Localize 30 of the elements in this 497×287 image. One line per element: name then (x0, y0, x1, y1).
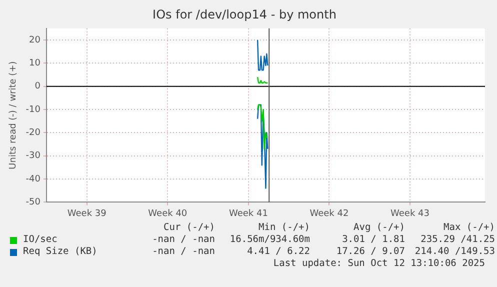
text: 3.01 / 1.81 (341, 234, 405, 246)
text: 214.40 /149.53 (414, 246, 495, 258)
text: Min (-/+) (258, 222, 310, 234)
text: Last update: Sun Oct 12 13:10:06 2025 (272, 258, 486, 270)
y-tick-label: -40 (26, 174, 41, 184)
y-tick-label: 20 (29, 35, 41, 46)
text: Avg (-/+) (352, 222, 405, 234)
legend-label: Req Size (KB) (23, 246, 98, 258)
x-tick-label: Week 40 (148, 208, 188, 219)
text: -nan / -nan (151, 234, 215, 246)
text: -nan / -nan (151, 246, 215, 258)
text: Max (-/+) (442, 222, 495, 234)
text: 17.26 / 9.07 (335, 246, 405, 258)
text: Cur (-/+) (162, 222, 215, 234)
x-tick-label: Week 41 (228, 208, 268, 219)
legend-label: IO/sec (23, 234, 58, 246)
text: 16.56m/934.60m (228, 234, 310, 246)
chart-title: IOs for /dev/loop14 - by month (152, 7, 336, 22)
y-axis-title: Units read (-) / write (+) (8, 61, 19, 170)
x-tick-label: Week 39 (67, 208, 107, 219)
text: 235.29 /41.25 (420, 234, 495, 246)
y-tick-label: 10 (29, 58, 41, 69)
y-tick-label: -30 (26, 151, 41, 162)
text: 4.41 / 6.22 (246, 246, 310, 258)
x-tick-label: Week 42 (310, 208, 349, 219)
y-tick-label: -20 (26, 128, 41, 138)
y-tick-label: -50 (26, 198, 41, 208)
y-tick-label: -10 (26, 104, 41, 115)
y-tick-label: 0 (34, 82, 41, 92)
x-tick-label: Week 43 (390, 208, 430, 219)
